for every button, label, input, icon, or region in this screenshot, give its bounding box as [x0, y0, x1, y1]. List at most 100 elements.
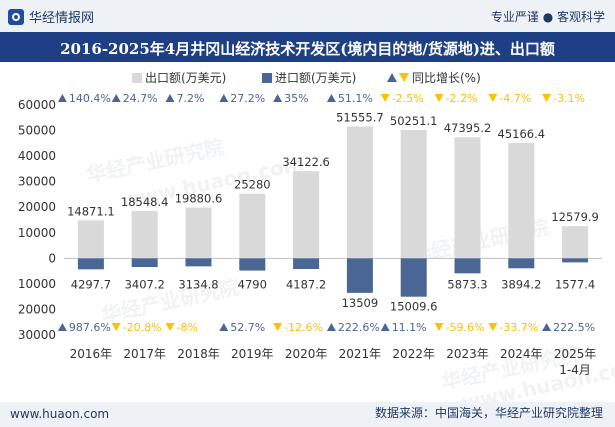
- y-tick-label: 0: [48, 251, 56, 265]
- legend-growth-label: 同比增长(%): [412, 71, 481, 85]
- x-tick-label: 2017年: [123, 347, 166, 361]
- import-bar: [346, 258, 373, 293]
- import-bar: [239, 258, 266, 271]
- x-tick-label: 2018年: [177, 347, 220, 361]
- export-growth-label: -4.7%: [499, 92, 531, 105]
- export-bar: [562, 226, 589, 259]
- huajing-logo-icon: [8, 9, 24, 25]
- import-bar: [508, 258, 535, 269]
- export-bar: [185, 207, 212, 259]
- brand-name: 华经情报网: [29, 11, 95, 26]
- y-tick-label: 60000: [18, 98, 56, 112]
- import-growth-label: -59.6%: [446, 321, 485, 334]
- y-tick-label: 50000: [18, 124, 56, 138]
- footer: www.huaon.com 数据来源：中国海关，华经产业研究院整理: [0, 402, 615, 427]
- x-tick-label: 2025年: [554, 347, 597, 361]
- x-tick-label: 1-4月: [559, 363, 591, 377]
- import-growth-label: -12.6%: [284, 321, 323, 334]
- import-value-label: 3134.8: [178, 277, 218, 291]
- legend-import-swatch: [262, 73, 272, 83]
- x-tick-label: 2024年: [500, 347, 543, 361]
- export-value-label: 51555.7: [336, 111, 384, 125]
- y-tick-label: 10000: [18, 226, 56, 240]
- x-tick-label: 2020年: [285, 347, 328, 361]
- import-bar: [562, 258, 589, 263]
- export-value-label: 50251.1: [390, 114, 438, 128]
- export-bar: [454, 137, 481, 259]
- down-triangle-icon: [434, 323, 444, 331]
- export-value-label: 47395.2: [444, 121, 492, 135]
- x-tick-label: 2022年: [392, 347, 435, 361]
- legend-down-triangle-icon: [399, 73, 409, 82]
- import-bar: [185, 258, 212, 267]
- chart-title: 2016-2025年4月井冈山经济技术开发区(境内目的地/货源地)进、出口额: [60, 40, 555, 58]
- export-growth-label: -2.2%: [446, 92, 478, 105]
- import-bar: [77, 258, 104, 270]
- export-growth-label: 51.1%: [338, 92, 373, 105]
- export-growth-label: -2.5%: [392, 92, 424, 105]
- up-triangle-icon: [219, 94, 229, 102]
- legend-export-label: 出口额(万美元): [145, 71, 226, 85]
- import-value-label: 4187.2: [286, 277, 326, 291]
- down-triangle-icon: [380, 94, 390, 102]
- import-growth-label: -33.7%: [499, 321, 538, 334]
- x-tick-label: 2021年: [339, 347, 382, 361]
- export-value-label: 34122.6: [282, 155, 330, 169]
- export-growth-label: 27.2%: [230, 92, 265, 105]
- y-tick-label: 20000: [18, 302, 56, 316]
- up-triangle-icon: [111, 94, 121, 102]
- export-bar: [400, 129, 427, 259]
- x-tick-label: 2019年: [231, 347, 274, 361]
- import-value-label: 3407.2: [125, 277, 165, 291]
- y-tick-label: 30000: [18, 328, 56, 342]
- y-tick-label: 40000: [18, 149, 56, 163]
- down-triangle-icon: [273, 323, 283, 331]
- import-value-label: 5873.3: [447, 277, 487, 291]
- import-value-label: 3894.2: [501, 277, 541, 291]
- up-triangle-icon: [542, 323, 552, 331]
- import-growth-label: 222.6%: [338, 321, 380, 334]
- footer-source: 数据来源：中国海关，华经产业研究院整理: [374, 406, 603, 420]
- x-tick-label: 2023年: [446, 347, 489, 361]
- import-growth-label: -8%: [177, 321, 198, 334]
- up-triangle-icon: [219, 323, 229, 331]
- y-tick-label: 10000: [18, 277, 56, 291]
- up-triangle-icon: [57, 323, 67, 331]
- import-value-label: 1577.4: [555, 277, 595, 291]
- export-bar: [131, 210, 158, 259]
- import-bar: [454, 258, 481, 274]
- export-growth-label: 35%: [284, 92, 308, 105]
- tagline: 专业严谨 ● 客观科学: [490, 10, 605, 24]
- import-growth-label: -20.8%: [123, 321, 162, 334]
- import-growth-label: 11.1%: [392, 321, 427, 334]
- up-triangle-icon: [326, 323, 336, 331]
- down-triangle-icon: [542, 94, 552, 102]
- up-triangle-icon: [326, 94, 336, 102]
- export-growth-label: 24.7%: [123, 92, 158, 105]
- top-bar: 华经情报网 专业严谨 ● 客观科学: [0, 0, 615, 32]
- import-growth-label: 987.6%: [69, 321, 111, 334]
- brand[interactable]: 华经情报网: [8, 7, 94, 26]
- footer-website[interactable]: www.huaon.com: [10, 407, 110, 421]
- x-tick-label: 2016年: [70, 347, 113, 361]
- export-growth-label: 7.2%: [177, 92, 205, 105]
- export-bar: [239, 193, 266, 259]
- import-bar: [293, 258, 320, 270]
- import-value-label: 13509: [342, 296, 379, 310]
- import-growth-label: 52.7%: [230, 321, 265, 334]
- down-triangle-icon: [434, 94, 444, 102]
- y-tick-label: 30000: [18, 175, 56, 189]
- legend-up-triangle-icon: [387, 73, 397, 82]
- import-value-label: 4790: [238, 277, 267, 291]
- import-bar: [400, 258, 427, 297]
- export-bar: [346, 126, 373, 259]
- export-value-label: 14871.1: [67, 204, 115, 218]
- export-growth-label: 140.4%: [69, 92, 111, 105]
- export-value-label: 12579.9: [551, 210, 599, 224]
- up-triangle-icon: [165, 94, 175, 102]
- export-value-label: 18548.4: [121, 195, 169, 209]
- y-tick-label: 20000: [18, 200, 56, 214]
- import-growth-label: 222.5%: [553, 321, 595, 334]
- down-triangle-icon: [488, 323, 498, 331]
